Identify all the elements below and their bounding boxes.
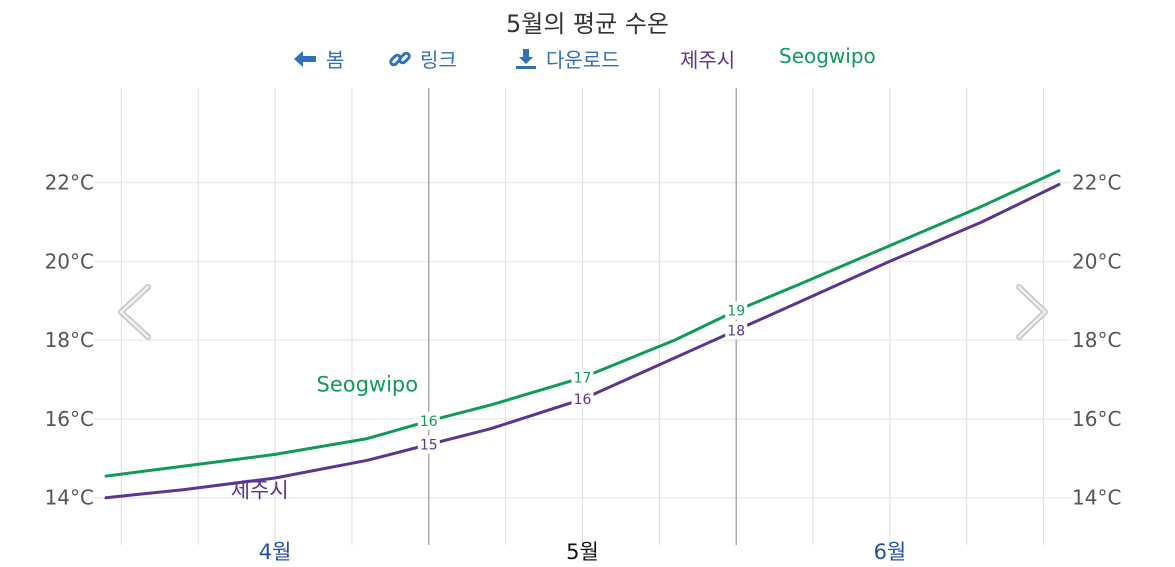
point-label-bg	[417, 435, 440, 454]
y-tick-label-left: 16°C	[45, 407, 94, 431]
chart-title: 5월의 평균 수온	[505, 10, 669, 38]
y-tick-label-right: 20°C	[1072, 249, 1121, 273]
series-annotation: Seogwipo	[316, 372, 418, 396]
y-tick-label-right: 14°C	[1072, 486, 1121, 510]
chevron-left-icon	[118, 284, 151, 340]
y-tick-label-right: 18°C	[1072, 328, 1121, 352]
back-label: 봄	[326, 48, 345, 72]
data-label: 16	[574, 392, 592, 408]
data-label: 19	[727, 304, 745, 320]
y-tick-label-left: 22°C	[45, 171, 94, 195]
link-button[interactable]: 링크	[388, 44, 457, 73]
download-icon	[514, 47, 538, 71]
download-label: 다운로드	[546, 48, 620, 72]
point-label-bg	[571, 368, 594, 387]
legend-item-seogwipo[interactable]: Seogwipo	[779, 44, 876, 68]
point-label-bg	[725, 301, 748, 320]
chevron-right-icon	[1016, 284, 1048, 340]
prev-period-button[interactable]	[118, 284, 151, 340]
next-period-button[interactable]	[1016, 284, 1048, 340]
y-tick-label-left: 14°C	[45, 486, 94, 510]
data-label: 15	[420, 438, 438, 454]
y-tick-label-right: 16°C	[1072, 407, 1121, 431]
chart-toolbar: 봄 링크 다운로드 제주시 Seogwipo	[0, 44, 1175, 78]
data-label: 18	[727, 323, 745, 339]
legend-item-jeju[interactable]: 제주시	[680, 48, 736, 72]
y-tick-label-left: 18°C	[45, 328, 94, 352]
series-annotation: 제주시	[231, 479, 289, 503]
x-tick-label[interactable]: 4월	[259, 540, 292, 564]
point-label-bg	[417, 411, 440, 430]
x-tick-label: 5월	[566, 540, 599, 564]
y-tick-label-right: 22°C	[1072, 171, 1121, 195]
arrow-left-icon	[292, 49, 318, 69]
point-label-bg	[571, 390, 594, 409]
link-icon	[388, 47, 412, 71]
link-label: 링크	[420, 48, 457, 72]
point-label-bg	[725, 321, 748, 340]
x-tick-label[interactable]: 6월	[874, 540, 907, 564]
back-button[interactable]: 봄	[292, 44, 344, 73]
download-button[interactable]: 다운로드	[514, 44, 620, 73]
y-tick-label-left: 20°C	[45, 249, 94, 273]
data-label: 17	[574, 371, 592, 387]
data-label: 16	[420, 414, 438, 430]
